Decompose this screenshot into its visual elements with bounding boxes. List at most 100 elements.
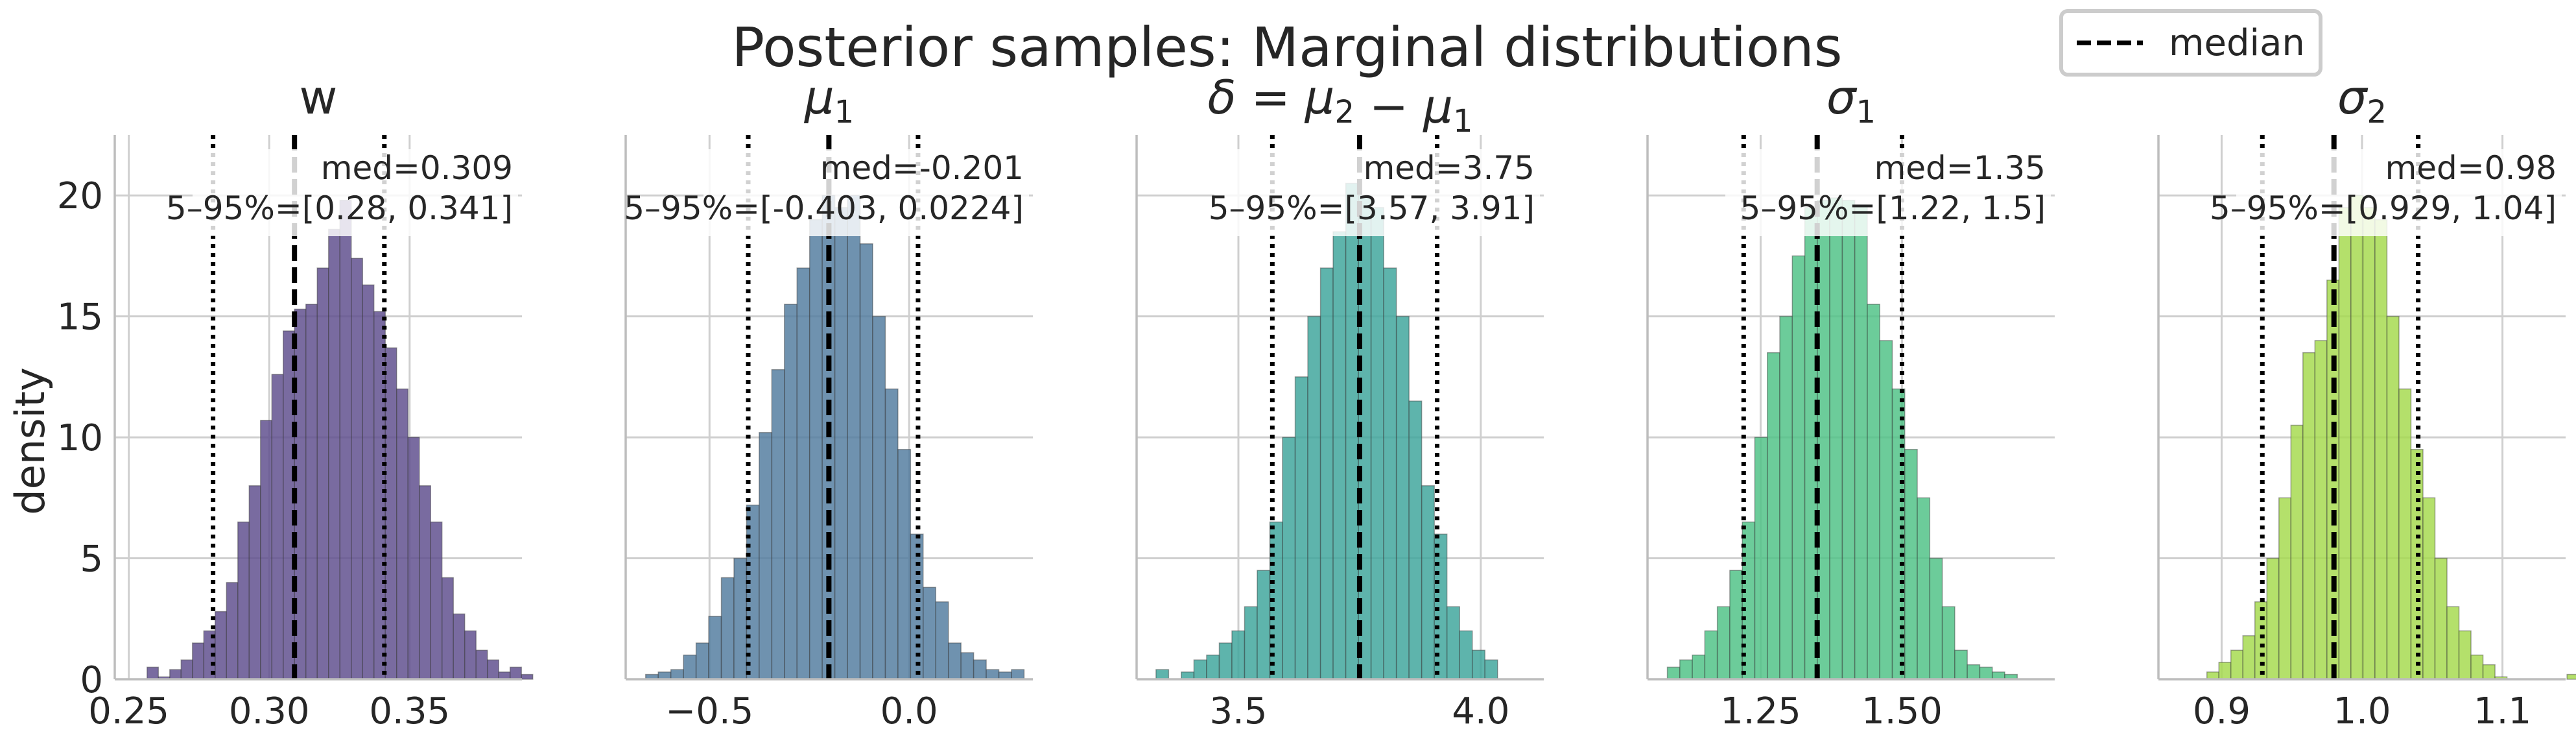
histogram-bar: [384, 347, 397, 680]
histogram-bars: [1155, 182, 1498, 680]
y-axis-label: density: [6, 367, 54, 514]
histogram-bar: [1704, 630, 1718, 680]
histogram-bar: [847, 195, 861, 680]
annotation-box: [193, 149, 518, 236]
panel-title: σ2: [2337, 70, 2387, 130]
histogram-bar: [271, 374, 284, 680]
histogram-bar: [960, 652, 975, 680]
histogram-bar: [1294, 376, 1308, 680]
histogram-bar: [947, 642, 962, 680]
histogram-bar: [1307, 315, 1321, 680]
histogram-bar: [2290, 424, 2304, 680]
histogram-bar: [1408, 400, 1423, 680]
histogram-bar: [1155, 669, 1170, 680]
histogram-bar: [226, 582, 239, 680]
annotation-box: [703, 149, 1029, 236]
histogram-bar: [1679, 659, 1693, 680]
histogram-bar: [1231, 630, 1246, 680]
histogram-bar: [169, 669, 182, 680]
annotation-box: [1214, 149, 1540, 236]
histogram-bar: [1011, 669, 1025, 680]
annotation-box: [1725, 149, 2051, 236]
histogram-bar: [986, 669, 1000, 680]
histogram-bars: [1666, 197, 2018, 680]
histogram-bar: [486, 659, 499, 680]
panel-title: δ = μ2 − μ1: [1208, 70, 1473, 139]
histogram-bar: [1766, 352, 1780, 680]
histogram-bar: [1370, 207, 1384, 680]
x-tick-label: 1.1: [2474, 690, 2531, 732]
histogram-bar: [1666, 666, 1681, 680]
histogram-bar: [1917, 497, 1931, 680]
histogram-bar: [1218, 642, 1233, 680]
histogram-bar: [1395, 315, 1410, 680]
histogram-bar: [1282, 437, 1296, 680]
histogram-bar: [180, 659, 193, 680]
histogram-bar: [923, 586, 937, 680]
x-tick-label: 0.30: [229, 690, 310, 732]
histogram-bar: [771, 369, 785, 680]
histogram-bar: [1471, 649, 1485, 680]
panel-3: med=3.755–95%=[3.57, 3.91] 3.5 4.0 δ = μ2 −…: [1135, 70, 1544, 732]
x-tick-label: 0.25: [88, 690, 169, 732]
annotation-median: med=0.98: [2385, 149, 2557, 187]
histogram-bar: [1421, 485, 1435, 680]
y-tick-label: 10: [57, 417, 103, 459]
panel-4: med=1.355–95%=[1.22, 1.5] 1.25 1.50 σ1: [1646, 70, 2055, 732]
histogram-bar: [1791, 255, 1806, 680]
histogram-bar: [2398, 388, 2412, 680]
histogram-bar: [2434, 557, 2448, 680]
histogram-bar: [1484, 659, 1498, 680]
y-tick-label: 5: [80, 538, 103, 581]
histogram-bar: [1841, 199, 1856, 680]
legend-frame: [2059, 9, 2322, 77]
histogram-bar: [733, 557, 748, 680]
x-tick-label: 4.0: [1452, 690, 1509, 732]
histogram-bars: [2206, 195, 2576, 680]
histogram-bar: [1383, 267, 1397, 680]
histogram-bar: [2362, 207, 2376, 680]
x-tick-label: 0.9: [2193, 690, 2251, 732]
histogram-bar: [1319, 267, 1334, 680]
histogram-bar: [1979, 666, 1993, 680]
histogram-bar: [509, 666, 522, 680]
x-tick-label: 3.5: [1209, 690, 1267, 732]
histogram-bar: [2566, 673, 2576, 680]
x-tick-label: 1.0: [2333, 690, 2391, 732]
histogram-bar: [859, 243, 873, 680]
histogram-bar: [1867, 304, 1880, 680]
histogram-bars: [645, 195, 1025, 680]
x-tick-label: −0.5: [665, 690, 753, 732]
annotation-range: 5–95%=[-0.403, 0.0224]: [624, 189, 1024, 227]
histogram-bar: [834, 207, 848, 680]
histogram-bar: [720, 577, 735, 680]
annotation-median: med=-0.201: [820, 149, 1024, 187]
histogram-bar: [339, 199, 352, 680]
histogram-bar: [1879, 340, 1893, 680]
histogram-bar: [670, 669, 684, 680]
y-tick-label: 0: [80, 659, 103, 701]
histogram-bar: [973, 659, 987, 680]
histogram-bar: [396, 388, 408, 680]
histogram-bar: [521, 673, 534, 680]
histogram-bar: [1459, 630, 1473, 680]
histogram-bar: [1904, 449, 1918, 680]
figure-title: Posterior samples: Marginal distribution…: [732, 16, 1843, 79]
histogram-bar: [2218, 662, 2232, 680]
annotation-range: 5–95%=[1.22, 1.5]: [1740, 189, 2046, 227]
histogram-bar: [2338, 207, 2352, 680]
histogram-bar: [1446, 606, 1460, 680]
panel-5: med=0.985–95%=[0.929, 1.04] 0.9 1.0 1.1 σ2: [2157, 70, 2576, 732]
x-tick-label: 1.50: [1861, 690, 1943, 732]
legend-label-median: median: [2169, 22, 2305, 64]
x-tick-label: 0.0: [880, 690, 938, 732]
panel-title: μ1: [804, 70, 854, 130]
histogram-bar: [784, 304, 798, 680]
histogram-bar: [796, 267, 810, 680]
histogram-bar: [1257, 570, 1271, 680]
histogram-bar: [695, 642, 709, 680]
histogram-bar: [1716, 606, 1731, 680]
annotation-median: med=0.309: [321, 149, 513, 187]
